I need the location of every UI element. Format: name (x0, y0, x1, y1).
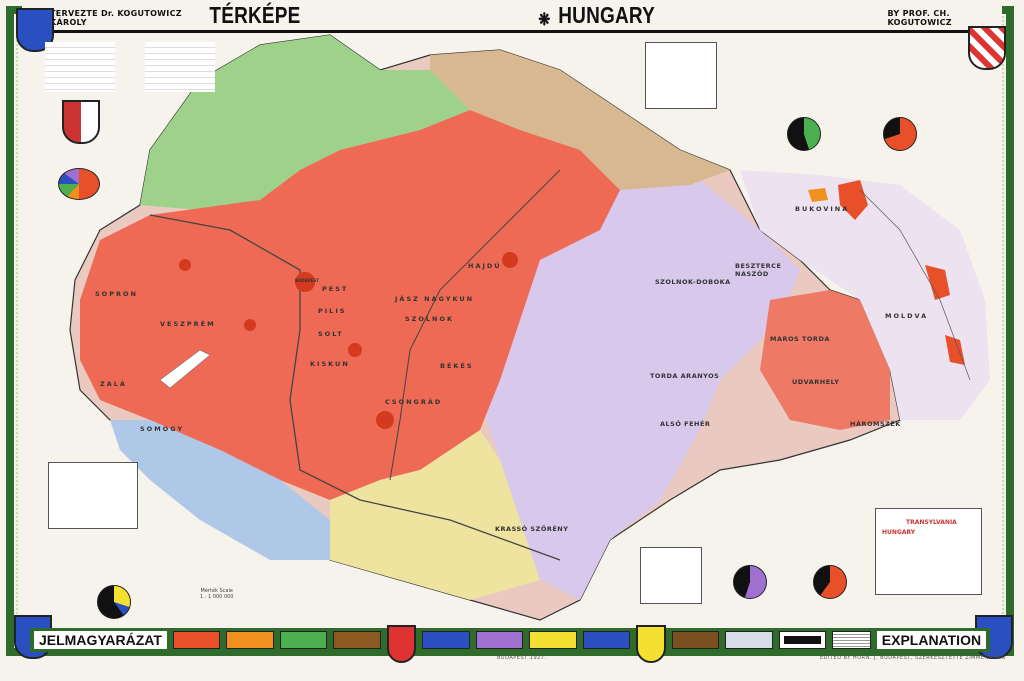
lake-balaton (159, 349, 211, 389)
label-csongrad: CSONGRÁD (385, 398, 443, 406)
town-marker (348, 343, 362, 357)
region-croat (110, 420, 330, 560)
label-haromszek: HÁROMSZÉK (850, 420, 901, 428)
river-danube (149, 214, 561, 561)
legend-swatch (226, 631, 274, 649)
enclave-csango (838, 180, 868, 220)
inset-europe (645, 42, 717, 109)
label-kiskun: KISKUN (310, 360, 350, 368)
label-budapest: BUDAPEST (295, 278, 319, 283)
pie-chart (883, 117, 917, 151)
label-moldva: MOLDVA (885, 312, 929, 320)
label-udvarhely: UDVARHELY (792, 378, 840, 386)
region-moldva (740, 170, 990, 420)
label-jasz-nagykun: JÁSZ NAGYKUN (395, 295, 475, 303)
label-krasso-szoreny: KRASSÓ SZÖRÉNY (495, 525, 569, 533)
title-separator: ❋ (538, 9, 551, 29)
label-pest: PEST (322, 285, 349, 293)
label-torda-aranyos: TORDA ARANYOS (650, 372, 720, 380)
legend-title-hu: JELMAGYARÁZAT (34, 631, 167, 649)
coat-of-arms-icon (968, 26, 1006, 70)
pie-chart (97, 585, 131, 619)
region-magyar (80, 110, 620, 500)
label-bekes: BÉKÉS (440, 362, 474, 370)
label-solt: SOLT (318, 330, 344, 338)
scale-block: Mérték Scale 1 : 1 000 000 (200, 588, 234, 600)
pie-chart (58, 168, 100, 200)
region-serb-german (330, 430, 540, 600)
legend-swatch (279, 631, 328, 649)
title-bar: TERVEZTE Dr. KOGUTOWICZ KÁROLY MAGYARORS… (22, 0, 1002, 33)
legend-swatch (333, 631, 381, 649)
label-somogy: SOMOGY (140, 425, 185, 433)
coat-of-arms-icon (636, 625, 666, 663)
region-szekely (760, 290, 890, 430)
legend-swatch (832, 631, 871, 649)
label-veszprem: VESZPRÉM (160, 320, 216, 328)
region-romanian (480, 180, 800, 600)
author-en: BY PROF. CH. KOGUTOWICZ (887, 9, 952, 27)
label-hajdu: HAJDÚ (468, 262, 502, 270)
legend-swatch (582, 631, 631, 649)
region-slovak (140, 35, 470, 210)
pie-chart (787, 117, 821, 151)
river-siret (859, 189, 971, 381)
pie-chart (733, 565, 767, 599)
scale-value: 1 : 1 000 000 (200, 594, 234, 600)
label-maros-torda: MAROS TORDA (770, 335, 830, 343)
legend-swatch (172, 631, 221, 649)
legend-swatch (475, 631, 524, 649)
town-marker (179, 259, 191, 271)
legend-swatch (671, 631, 720, 649)
title-en: ETHNOGRAPHICAL MAP OF HUNGARY (558, 0, 820, 29)
pie-chart (813, 565, 847, 599)
label-szolnok-doboka: SZOLNOK-DOBOKA (655, 278, 731, 286)
inset-transylvania: HUNGARY TRANSYLVANIA (875, 508, 982, 595)
budapest-marker (295, 272, 315, 292)
info-panel (45, 42, 115, 92)
label-pilis: PILIS (318, 307, 347, 315)
title-hu: MAGYARORSZÁG NÉPRAJZI TÉRKÉPE (209, 0, 476, 29)
inset-label-hungary: HUNGARY (882, 529, 916, 536)
legend-swatch (778, 631, 827, 649)
author-hu: TERVEZTE Dr. KOGUTOWICZ KÁROLY (50, 9, 182, 27)
footer-publisher: EDITED BY HÓRN. J. BUDAPEST, SZERKESZTET… (820, 655, 1006, 661)
coat-of-arms-icon (62, 100, 100, 144)
label-also-feher: ALSÓ FEHÉR (660, 420, 711, 428)
legend-swatch (422, 631, 470, 649)
legend-swatch (529, 631, 577, 649)
legend-swatch (725, 631, 773, 649)
enclave-moldva-2 (945, 335, 965, 365)
coat-of-arms-icon (386, 625, 417, 663)
label-beszterce-naszod: BESZTERCE NASZÓD (735, 262, 782, 278)
label-bukovina: BUKOVINA (795, 205, 850, 213)
scale-label: Mérték Scale (200, 588, 233, 594)
town-marker (502, 252, 518, 268)
info-panel (145, 42, 215, 92)
label-sopron: SOPRON (95, 290, 138, 298)
enclave-bukovina (808, 188, 828, 202)
label-zala: ZALA (100, 380, 127, 388)
enclave-moldva (925, 265, 950, 300)
label-szolnok: SZOLNOK (405, 315, 455, 323)
legend-bar: JELMAGYARÁZAT EXPLANATION (30, 625, 990, 663)
town-marker (376, 411, 394, 429)
inset-label-transylvania: TRANSYLVANIA (906, 519, 957, 526)
town-marker (244, 319, 256, 331)
footer-place-date: BUDAPEST 1927. (497, 655, 547, 661)
region-ruthenian (430, 50, 730, 190)
legend-title-en: EXPLANATION (876, 631, 987, 649)
river-tisza (389, 169, 561, 481)
inset-bessarabia (640, 547, 702, 604)
inset-hungary-small (48, 462, 138, 529)
